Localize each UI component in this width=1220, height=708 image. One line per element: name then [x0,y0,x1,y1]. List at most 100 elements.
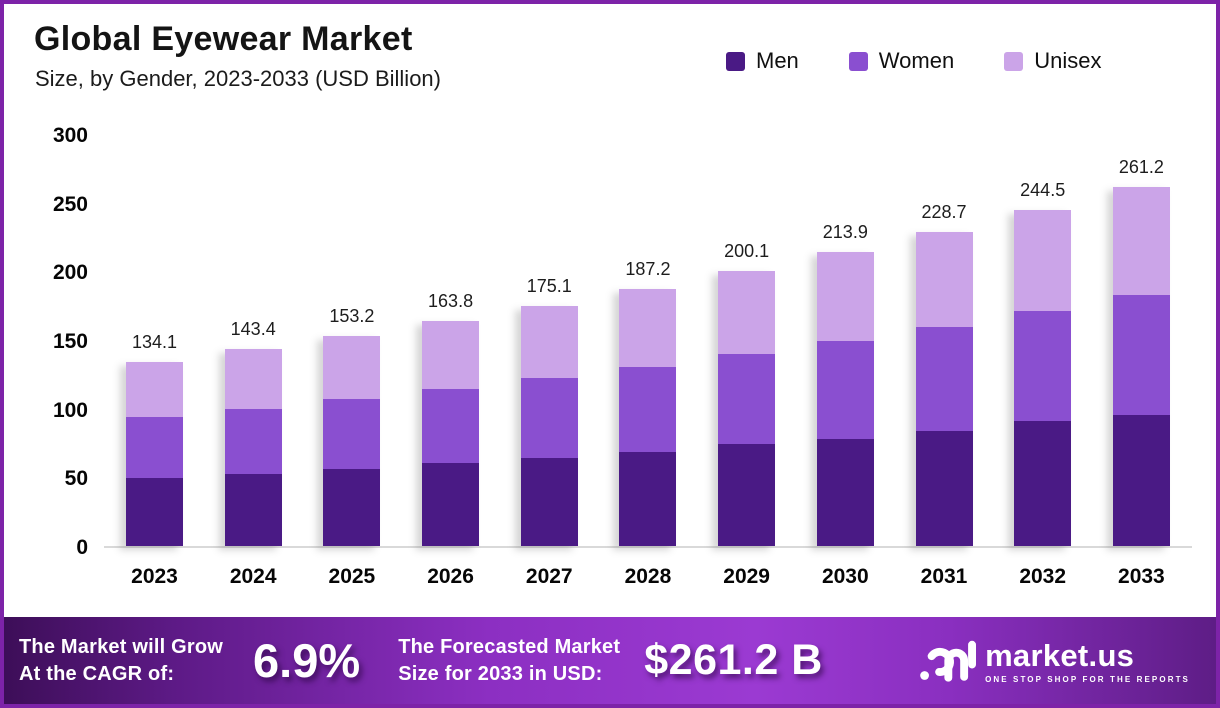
bar-column-2030: 213.9 2030 [816,136,874,588]
cagr-label-line2: At the CAGR of: [19,662,175,685]
cagr-label-line1: The Market will Grow [19,635,224,658]
bar-column-2027: 175.1 2027 [520,136,578,588]
y-axis-tick-label: 0 [76,536,88,559]
bar-segment-unisex [224,349,282,409]
cagr-value: 6.9% [253,634,361,687]
bar-segment-unisex [1014,210,1072,311]
bar-total-label: 213.9 [822,222,868,243]
bar-stack [323,335,381,546]
footer-banner: The Market will Grow At the CAGR of: 6.9… [4,617,1216,704]
legend-label: Men [756,48,799,73]
bar-column-2026: 163.8 2026 [422,136,480,588]
y-axis-tick-label: 100 [52,398,88,422]
bar-stack [718,271,776,546]
bar-stack [224,349,282,546]
bar-segment-women [1014,310,1072,422]
bar-segment-women [422,388,480,464]
bar-total-label: 187.2 [625,258,671,279]
bar-segment-men [718,443,776,546]
bar-segment-women [1112,294,1170,415]
bar-total-label: 153.2 [329,305,375,326]
brand-name: market.us [985,637,1135,673]
bar-segment-women [126,417,183,478]
bar-segment-men [619,452,677,546]
bar-segment-unisex [816,252,874,342]
x-axis-tick-label: 2028 [624,565,672,588]
cagr-label: The Market will Grow At the CAGR of: [19,634,223,688]
y-axis-tick-label: 150 [52,330,88,353]
chart-legend: Men Women Unisex [726,48,1101,74]
bar-column-2023: 134.1 2023 [126,136,183,588]
bar-stack [1014,210,1072,546]
bar-stack [422,321,480,546]
forecast-label: The Forecasted Market Size for 2033 in U… [398,634,620,688]
legend-swatch-icon [1004,51,1024,71]
legend-item-men: Men [726,48,799,74]
bar-stack [619,288,677,546]
bar-segment-unisex [323,335,381,399]
bar-column-2029: 200.1 2029 [718,136,776,588]
bar-total-label: 175.1 [526,275,572,296]
y-axis-tick-label: 50 [64,467,88,491]
bar-stack [915,231,973,546]
x-axis-tick-label: 2031 [920,565,968,588]
bar-segment-men [520,458,578,546]
bar-column-2031: 228.7 2031 [915,136,973,588]
bar-segment-unisex [619,288,677,368]
bar-segment-men [915,430,973,546]
bar-column-2028: 187.2 2028 [619,136,677,588]
legend-swatch-icon [726,51,745,71]
plot-area: 134.1 2023 143.4 2024 153.2 2025 163.8 2026 175.… [104,136,1192,588]
legend-label: Women [878,48,955,73]
bar-total-label: 143.4 [230,319,276,340]
x-axis-tick-label: 2025 [328,565,376,588]
bar-segment-men [323,468,381,546]
legend-item-women: Women [848,48,955,74]
legend-label: Unisex [1034,48,1102,73]
bar-segment-unisex [126,361,183,418]
bar-segment-unisex [422,321,480,389]
bar-total-label: 244.5 [1020,180,1066,201]
x-axis-tick-label: 2029 [723,565,770,588]
x-axis-tick-label: 2027 [525,565,573,588]
bar-stack [1112,187,1170,546]
bar-stack [816,252,874,546]
bar-segment-women [816,341,874,439]
x-axis-tick-label: 2033 [1118,565,1165,588]
bar-stack [126,361,183,546]
bar-column-2024: 143.4 2024 [224,136,282,588]
page-subtitle: Size, by Gender, 2023-2033 (USD Billion) [35,66,441,91]
bar-segment-unisex [915,231,973,327]
x-axis-tick-label: 2032 [1019,565,1067,588]
x-axis-tick-label: 2026 [427,565,474,588]
bar-segment-men [422,463,480,546]
y-axis: 0 50 100 150 200 250 300 [32,124,88,559]
forecast-label-line1: The Forecasted Market [398,635,621,658]
legend-swatch-icon [848,51,868,71]
forecast-value: $261.2 B [644,636,823,684]
x-axis-tick-label: 2024 [229,565,277,588]
bar-segment-men [224,473,282,546]
bar-column-2032: 244.5 2032 [1014,136,1072,588]
bar-total-label: 134.1 [131,331,178,352]
bar-segment-unisex [718,271,776,354]
bar-segment-unisex [520,305,578,379]
bar-stack [520,305,578,546]
y-axis-tick-label: 300 [52,124,88,147]
brand-text: market.us ONE STOP SHOP FOR THE REPORTS [985,638,1190,684]
bar-total-label: 261.2 [1118,157,1164,178]
bar-segment-women [915,326,973,431]
market-us-logo-icon [920,640,977,682]
bar-column-2033: 261.2 2033 [1112,136,1170,588]
bar-segment-women [619,367,677,453]
legend-item-unisex: Unisex [1004,48,1101,74]
bar-segment-women [718,353,776,444]
bar-segment-men [816,438,874,546]
x-axis-tick-label: 2023 [131,565,178,588]
x-axis-tick-label: 2030 [821,565,869,588]
y-axis-tick-label: 200 [52,261,88,285]
bar-segment-women [224,408,282,474]
brand-tagline: ONE STOP SHOP FOR THE REPORTS [985,674,1190,684]
bar-total-label: 163.8 [428,291,474,312]
